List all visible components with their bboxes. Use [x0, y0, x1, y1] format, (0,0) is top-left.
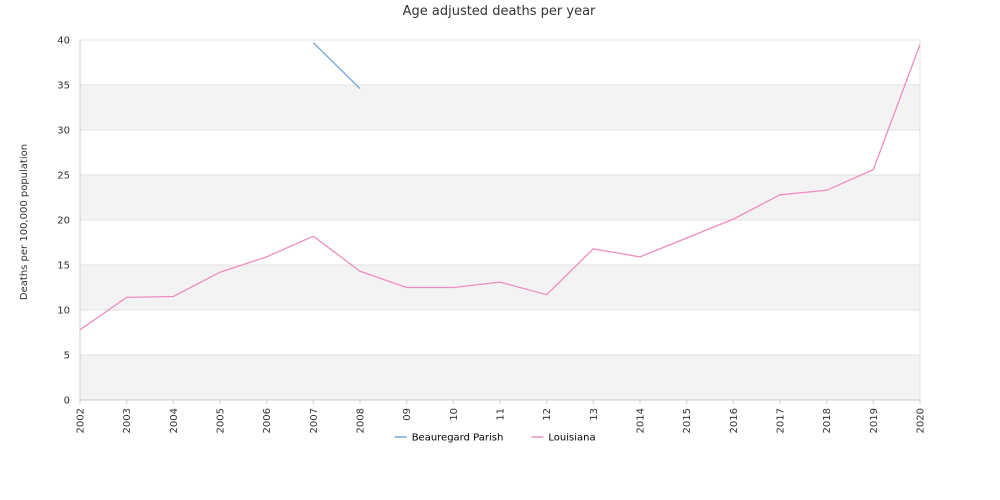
x-tick-label: 2015 [682, 408, 693, 433]
legend-label: Louisiana [548, 433, 595, 444]
y-tick-label: 25 [57, 171, 70, 182]
x-tick-label: 2016 [729, 408, 740, 433]
grid-band [80, 310, 920, 355]
chart-title: Age adjusted deaths per year [403, 4, 596, 19]
x-tick-label: 2017 [776, 408, 787, 433]
y-axis-label: Deaths per 100,000 population [19, 144, 30, 300]
grid-band [80, 220, 920, 265]
y-tick-label: 0 [64, 396, 70, 407]
x-tick-label: 2014 [636, 408, 647, 433]
grid-band [80, 355, 920, 400]
legend: Beauregard Parish Louisiana [394, 433, 596, 444]
y-tick-label: 10 [57, 306, 70, 317]
x-tick-label: 09 [402, 408, 413, 421]
x-tick-label: 2008 [356, 408, 367, 433]
x-tick-label: 2007 [309, 408, 320, 433]
series-lines [79, 42, 921, 331]
x-tick-labels: 2002 2003 2004 2005 2006 2007 2008 09 10 11 12 13 20… [76, 400, 927, 433]
x-tick-label: 2006 [262, 408, 273, 433]
x-tick-label: 13 [589, 408, 600, 421]
y-tick-label: 40 [57, 36, 70, 47]
x-tick-label: 2005 [216, 408, 227, 433]
grid-bands [80, 40, 920, 400]
x-tick-label: 10 [449, 408, 460, 421]
y-tick-label: 15 [57, 261, 70, 272]
x-tick-label: 2003 [122, 408, 133, 433]
grid-band [80, 265, 920, 310]
x-tick-label: 12 [542, 408, 553, 421]
series-line-louisiana [79, 44, 921, 331]
legend-item: Louisiana [531, 433, 596, 444]
y-tick-label: 30 [57, 126, 70, 137]
x-tick-label: 2020 [916, 408, 927, 433]
x-tick-label: 2018 [822, 408, 833, 433]
x-tick-label: 2002 [76, 408, 87, 433]
x-tick-label: 11 [496, 408, 507, 421]
series-line-beauregard-parish [312, 42, 361, 90]
y-tick-labels: 0 5 10 15 20 25 30 35 40 [57, 36, 70, 407]
x-tick-label: 2004 [169, 408, 180, 433]
grid-band [80, 40, 920, 85]
grid-band [80, 175, 920, 220]
grid-band [80, 85, 920, 130]
x-tick-label: 2019 [869, 408, 880, 433]
y-tick-label: 5 [64, 351, 70, 362]
grid-band [80, 130, 920, 175]
y-tick-label: 20 [57, 216, 70, 227]
legend-item: Beauregard Parish [394, 433, 504, 444]
y-tick-label: 35 [57, 81, 70, 92]
legend-label: Beauregard Parish [412, 433, 504, 444]
